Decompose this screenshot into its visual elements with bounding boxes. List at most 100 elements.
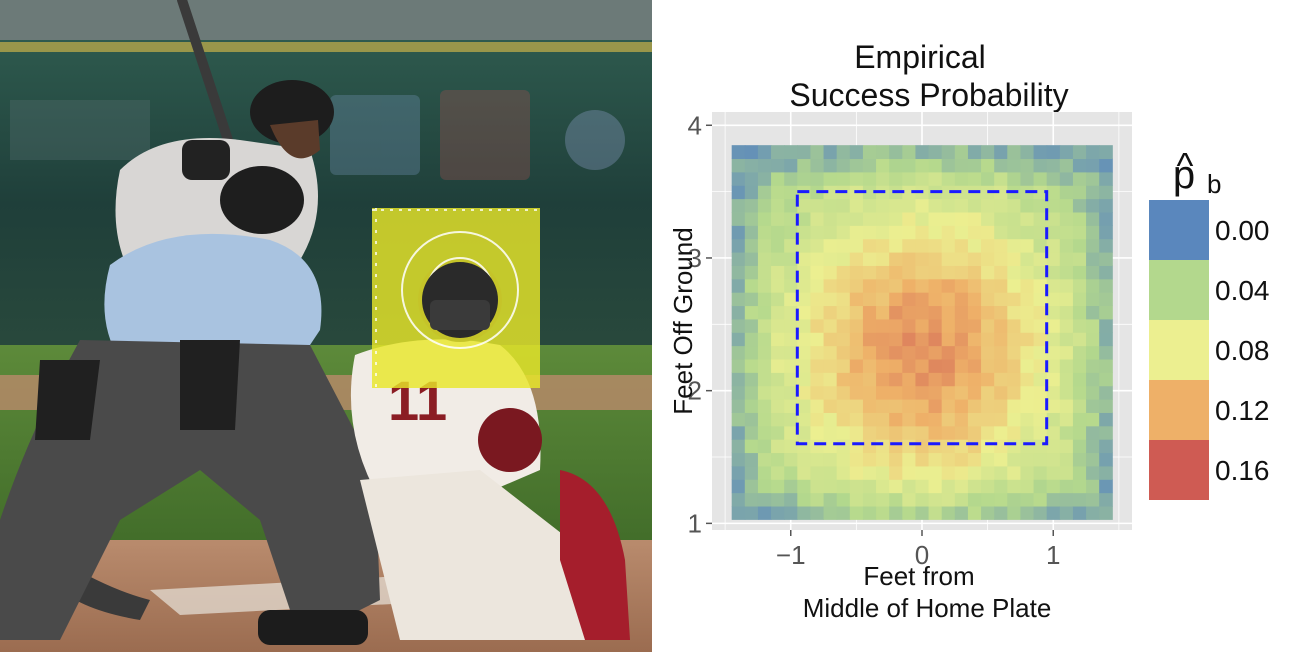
success-probability-chart: Empirical Success Probability −1 0 1 1234 … [668,39,1270,623]
heatmap-cell [1059,305,1074,320]
heatmap-cell [797,265,811,280]
heatmap-cell [1072,492,1087,507]
umpire [0,166,380,645]
heatmap-cell [836,305,851,320]
heatmap-cell [967,252,982,266]
heatmap-cell [928,439,943,454]
heatmap-cell [1099,439,1113,454]
heatmap-cell [1099,452,1113,467]
heatmap-cell [810,278,825,293]
heatmap-cell [954,412,969,427]
heatmap-cell [902,425,916,440]
heatmap-cell [981,225,995,240]
legend-label: 0.12 [1215,395,1270,426]
heatmap-cell [1033,225,1048,240]
heatmap-cell [784,412,798,427]
heatmap-cell [981,265,995,280]
heatmap-cell [941,185,956,200]
heatmap-cell [744,292,759,307]
heatmap-cell [797,158,811,173]
heatmap-cell [994,506,1008,520]
heatmap-cell [902,385,916,400]
heatmap-cell [941,399,956,413]
heatmap-cell [1099,145,1113,160]
heatmap-cell [941,171,956,186]
heatmap-cell [862,305,877,320]
target-ring-outer [401,231,519,349]
heatmap-cell [1086,385,1100,400]
heatmap-cell [1059,492,1074,507]
heatmap-cell [915,439,930,454]
heatmap-cell [1099,385,1113,400]
heatmap-cell [915,372,930,387]
umpire-shoe [258,610,368,645]
heatmap-cell [902,359,916,373]
heatmap-cell [1046,479,1061,494]
heatmap-cell [744,385,759,400]
heatmap-cell [902,479,916,494]
heatmap-cell [1020,238,1035,253]
heatmap-cell [1099,198,1113,213]
heatmap-cell [1059,479,1074,494]
heatmap-cell [954,332,969,347]
heatmap-cell [1059,439,1074,454]
heatmap-cell [889,492,903,507]
heatmap-cell [1086,332,1100,347]
heatmap-cell [836,198,851,213]
heatmap-cell [1046,439,1061,454]
heatmap-cell [823,479,838,494]
heatmap-cell [836,506,851,520]
heatmap-cell [836,332,851,347]
heatmap-cell [757,479,772,494]
heatmap-cell [967,412,982,427]
heatmap-cell [849,385,864,400]
heatmap-cell [1099,158,1113,173]
heatmap-cell [1033,198,1048,213]
heatmap-cell [836,225,851,240]
heatmap-cell [862,465,877,480]
heatmap-cell [928,465,943,480]
heatmap-cell [941,492,956,507]
heatmap-cell [731,332,746,347]
heatmap-cell [954,385,969,400]
heatmap-cell [862,492,877,507]
heatmap-cell [771,372,785,387]
heatmap-cell [862,185,877,200]
heatmap-cell [836,252,851,266]
heatmap-cell [757,292,772,307]
heatmap-cell [954,238,969,253]
heatmap-cell [1072,506,1087,520]
heatmap-cell [823,185,838,200]
heatmap-cell [757,465,772,480]
heatmap-cell [941,318,956,333]
heatmap-cell [1099,185,1113,200]
heatmap-cell [889,211,903,226]
heatmap-cell [849,372,864,387]
heatmap-cell [889,372,903,387]
legend-title-hat: ^ [1177,145,1194,186]
heatmap-cell [862,412,877,427]
heatmap-cell [849,506,864,520]
heatmap-cell [810,158,825,173]
heatmap-cell [928,145,943,160]
heatmap-cell [981,292,995,307]
x-tick-label: 0 [915,540,929,570]
heatmap-cell [876,439,890,454]
heatmap-cell [862,292,877,307]
heatmap-cell [1072,479,1087,494]
heatmap-cell [1072,452,1087,467]
heatmap-cell [731,385,746,400]
heatmap-cell [1072,425,1087,440]
heatmap-cell [1086,305,1100,320]
heatmap-cell [981,158,995,173]
heatmap-cell [810,385,825,400]
heatmap-cell [954,292,969,307]
heatmap-cell [810,492,825,507]
heatmap-cell [784,425,798,440]
heatmap-cell [1099,345,1113,360]
heatmap-cell [1099,372,1113,387]
heatmap-cell [1046,278,1061,293]
heatmap-cell [731,492,746,507]
heatmap-cell [915,479,930,494]
heatmap-cell [1072,198,1087,213]
